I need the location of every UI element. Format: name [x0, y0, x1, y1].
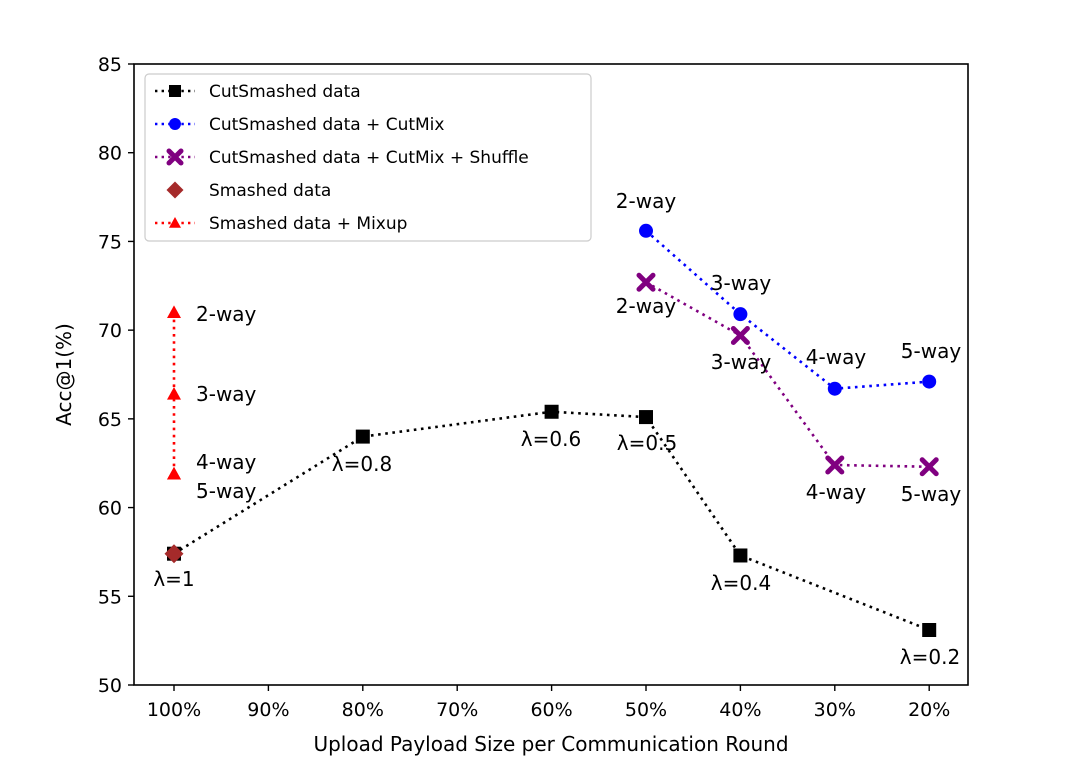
- series-3: [164, 544, 184, 564]
- annotation-s0-p4: λ=0.4: [711, 571, 771, 595]
- y-tick-label-3: 65: [98, 409, 122, 431]
- annotation-s4-p3: 5-way: [196, 479, 257, 503]
- annotation-s4-p2: 4-way: [196, 450, 257, 474]
- y-tick-label-6: 80: [98, 143, 122, 165]
- legend-marker-1: [169, 118, 181, 130]
- legend-entry-4: Smashed data + Mixup: [155, 214, 407, 234]
- series-0-point-3: [639, 410, 653, 425]
- annotation-s1-p1: 3-way: [711, 271, 772, 295]
- series-2-point-3-stroke-b: [919, 457, 939, 477]
- annotation-s0-p0: λ=1: [153, 567, 194, 591]
- annotation-layer: λ=1 λ=0.8 λ=0.6 λ=0.5 λ=0.4 λ=0.2 2-way 3-way 4-…: [153, 189, 961, 669]
- legend-marker-4: [169, 217, 181, 228]
- series-1-point-1: [733, 307, 748, 322]
- legend-label-3: Smashed data: [209, 181, 331, 201]
- series-2-line: [645, 281, 930, 469]
- x-tick-label-0: 100%: [147, 699, 201, 721]
- x-tick-label-6: 40%: [719, 699, 761, 721]
- legend-label-4: Smashed data + Mixup: [209, 214, 407, 234]
- series-2-point-2: [825, 455, 845, 475]
- y-tick-label-0: 50: [98, 675, 122, 697]
- series-1-point-2: [827, 381, 842, 396]
- annotation-s2-p0: 2-way: [616, 294, 677, 318]
- y-axis-label: Acc@1(%): [52, 323, 76, 426]
- legend-entry-3: Smashed data: [166, 181, 331, 201]
- annotation-s0-p1: λ=0.8: [332, 452, 392, 476]
- annotation-s2-p2: 4-way: [806, 480, 867, 504]
- series-0-point-5: [922, 622, 937, 637]
- series-0-point-1: [355, 429, 370, 444]
- y-tick-label-5: 75: [98, 231, 122, 253]
- series-2-point-0-stroke-b: [636, 272, 656, 292]
- x-axis-label: Upload Payload Size per Communication Ro…: [313, 732, 788, 756]
- series-4-point-0: [167, 305, 181, 318]
- legend-marker-2-stroke-b: [166, 148, 184, 166]
- x-tick-label-1: 90%: [247, 699, 289, 721]
- series-layer: [164, 223, 939, 637]
- annotation-s1-p2: 4-way: [806, 345, 867, 369]
- series-1: [639, 223, 937, 396]
- series-4-point-1: [167, 387, 181, 400]
- series-1-point-3: [922, 374, 937, 389]
- y-axis: 50 55 60 65 70 75 80 85: [98, 54, 134, 697]
- legend-entry-2: CutSmashed data + CutMix + Shuffle: [155, 148, 529, 168]
- series-4: [167, 305, 181, 480]
- x-tick-label-7: 30%: [814, 699, 856, 721]
- legend-label-1: CutSmashed data + CutMix: [209, 115, 444, 135]
- series-0-point-4: [733, 548, 748, 563]
- y-tick-label-7: 85: [98, 54, 122, 76]
- annotation-s2-p1: 3-way: [711, 350, 772, 374]
- annotation-s0-p3: λ=0.5: [617, 431, 677, 455]
- y-tick-label-2: 60: [98, 498, 122, 520]
- series-2: [636, 272, 939, 477]
- annotation-s0-p5: λ=0.2: [900, 645, 960, 669]
- y-tick-label-1: 55: [98, 586, 122, 608]
- legend-marker-2: [166, 148, 184, 166]
- annotation-s1-p3: 5-way: [901, 339, 962, 363]
- legend: CutSmashed data CutSmashed data + CutMix C…: [144, 73, 592, 242]
- x-tick-label-4: 60%: [530, 699, 572, 721]
- series-2-point-2-stroke-b: [825, 455, 845, 475]
- series-0-point-2: [544, 404, 559, 419]
- series-2-point-0: [636, 272, 656, 292]
- legend-box: [144, 73, 592, 242]
- legend-entry-1: CutSmashed data + CutMix: [155, 115, 444, 135]
- x-tick-label-3: 70%: [436, 699, 478, 721]
- series-1-point-0: [639, 223, 653, 238]
- series-2-point-1-stroke-b: [730, 325, 750, 345]
- legend-marker-3: [166, 181, 184, 199]
- y-tick-label-4: 70: [98, 320, 122, 342]
- x-tick-label-5: 50%: [625, 699, 667, 721]
- x-tick-label-2: 80%: [342, 699, 384, 721]
- annotation-s4-p1: 3-way: [196, 382, 257, 406]
- annotation-s0-p2: λ=0.6: [521, 427, 581, 451]
- x-axis: 100% 90% 80% 70% 60% 50% 40% 30% 20%: [147, 685, 950, 721]
- legend-marker-0: [169, 85, 181, 97]
- legend-label-0: CutSmashed data: [209, 82, 361, 102]
- annotation-s1-p0: 2-way: [616, 189, 677, 213]
- legend-label-2: CutSmashed data + CutMix + Shuffle: [209, 148, 529, 168]
- series-2-point-1: [730, 325, 750, 345]
- annotation-s2-p3: 5-way: [901, 482, 962, 506]
- series-4-point-3: [167, 466, 181, 480]
- legend-entry-0: CutSmashed data: [155, 82, 361, 102]
- annotation-s4-p0: 2-way: [196, 302, 257, 326]
- series-2-point-3: [919, 457, 939, 477]
- series-3-point-0: [164, 544, 184, 564]
- x-tick-label-8: 20%: [908, 699, 950, 721]
